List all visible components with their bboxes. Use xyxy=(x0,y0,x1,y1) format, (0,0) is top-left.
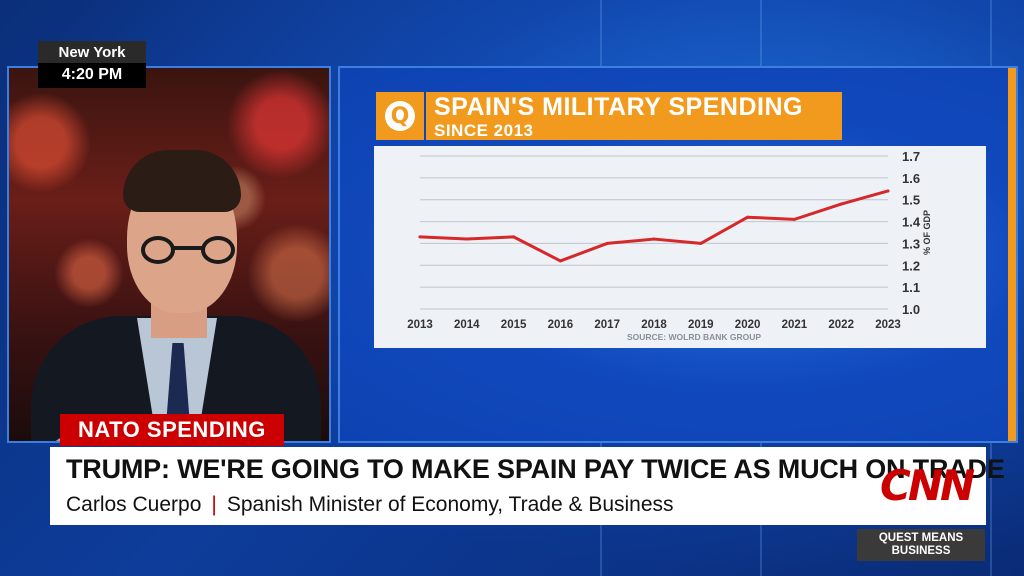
data-point xyxy=(746,215,750,219)
y-tick-label: 1.6 xyxy=(902,171,920,186)
x-tick-label: 2018 xyxy=(641,319,667,331)
glasses-bridge xyxy=(173,246,203,250)
headline: TRUMP: WE'RE GOING TO MAKE SPAIN PAY TWI… xyxy=(66,454,1005,484)
topic-tag: NATO SPENDING xyxy=(60,414,284,446)
x-tick-label: 2016 xyxy=(548,319,574,331)
x-tick-label: 2019 xyxy=(688,319,714,331)
show-name-line2: BUSINESS xyxy=(891,545,951,557)
live-video-feed xyxy=(7,66,331,443)
data-point xyxy=(558,259,562,263)
y-tick-label: 1.7 xyxy=(902,149,920,164)
chart-title-box: SPAIN'S MILITARY SPENDING SINCE 2013 xyxy=(426,92,842,140)
accent-rail xyxy=(1008,68,1016,441)
chart-source: SOURCE: WOLRD BANK GROUP xyxy=(627,332,761,342)
chart-subtitle: SINCE 2013 xyxy=(434,121,534,140)
series-line xyxy=(418,189,890,263)
chart-title: SPAIN'S MILITARY SPENDING xyxy=(434,93,803,121)
guest-name: Carlos Cuerpo xyxy=(66,493,202,516)
byline: Carlos Cuerpo | Spanish Minister of Econom… xyxy=(66,493,674,517)
data-point xyxy=(465,237,469,241)
x-tick-label: 2013 xyxy=(407,319,433,331)
chart-graphic-panel: Q SPAIN'S MILITARY SPENDING SINCE 2013 1… xyxy=(338,66,1018,443)
byline-separator: | xyxy=(211,493,217,516)
show-name-bug: QUEST MEANS BUSINESS xyxy=(857,529,985,561)
data-point xyxy=(839,202,843,206)
data-point xyxy=(699,241,703,245)
data-point xyxy=(792,217,796,221)
show-name-line1: QUEST MEANS xyxy=(878,532,964,544)
clock-widget: New York 4:20 PM xyxy=(38,41,146,88)
data-point xyxy=(886,189,890,193)
lower-third: TRUMP: WE'RE GOING TO MAKE SPAIN PAY TWI… xyxy=(50,447,1005,525)
y-axis-label: % OF GDP xyxy=(922,210,932,255)
quest-logo-letter: Q xyxy=(385,101,415,131)
y-tick-label: 1.2 xyxy=(902,258,920,273)
x-tick-label: 2022 xyxy=(828,319,854,331)
data-point xyxy=(605,241,609,245)
x-tick-label: 2021 xyxy=(782,319,808,331)
x-tick-label: 2017 xyxy=(594,319,620,331)
y-tick-label: 1.3 xyxy=(902,236,920,251)
data-point xyxy=(512,235,516,239)
y-tick-label: 1.0 xyxy=(902,302,920,317)
y-tick-label: 1.4 xyxy=(902,215,921,230)
glasses-icon xyxy=(201,236,235,264)
speaker-hair xyxy=(123,150,241,212)
guest-role: Spanish Minister of Economy, Trade & Bus… xyxy=(226,493,674,516)
clock-time: 4:20 PM xyxy=(38,63,146,88)
quest-logo-icon: Q xyxy=(376,92,424,140)
glasses-icon xyxy=(141,236,175,264)
cnn-logo: CNN xyxy=(880,461,975,510)
x-tick-label: 2023 xyxy=(875,319,901,331)
chart-area: 1.0 1.1 1.2 1.3 1.4 1.5 1.6 1.7 2013 2014 2015 2016… xyxy=(374,146,986,348)
line-chart: 1.0 1.1 1.2 1.3 1.4 1.5 1.6 1.7 2013 2014 2015 2016… xyxy=(407,149,932,342)
y-tick-label: 1.1 xyxy=(902,280,920,295)
data-point xyxy=(652,237,656,241)
x-tick-label: 2015 xyxy=(501,319,527,331)
x-tick-label: 2014 xyxy=(454,319,480,331)
y-tick-label: 1.5 xyxy=(902,193,920,208)
x-tick-label: 2020 xyxy=(735,319,761,331)
clock-city: New York xyxy=(38,41,146,63)
data-point xyxy=(418,235,422,239)
